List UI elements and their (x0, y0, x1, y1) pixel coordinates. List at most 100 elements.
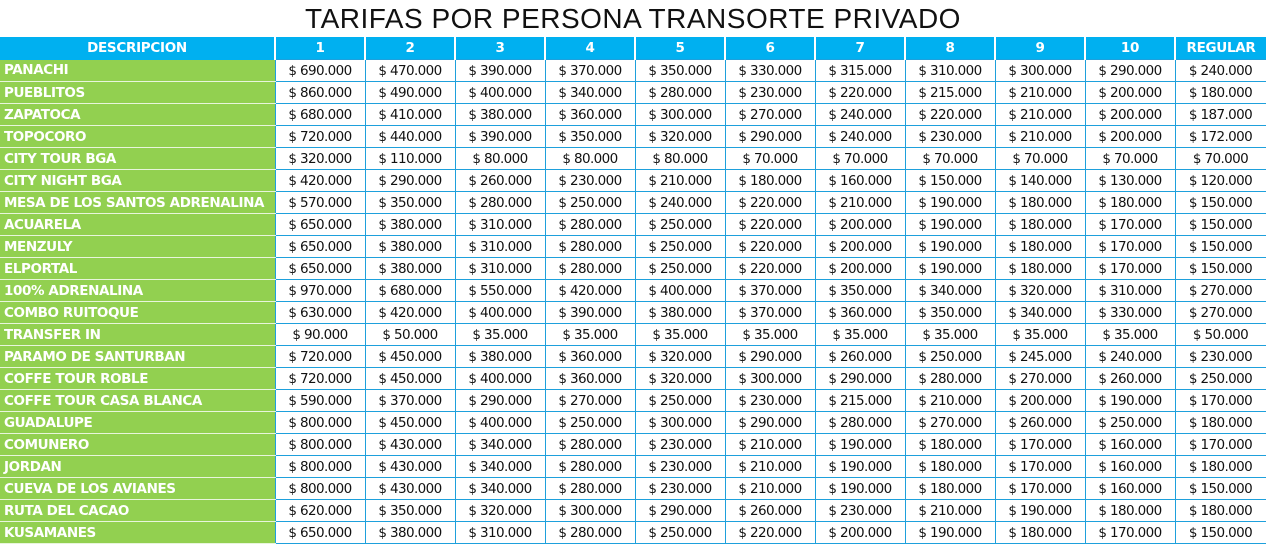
price-cell: $ 400.000 (454, 301, 546, 324)
price-cell: $ 290.000 (454, 389, 546, 412)
tour-name-cell: COMBO RUITOQUE (0, 301, 275, 324)
tour-name-cell: CITY TOUR BGA (0, 147, 275, 170)
price-cell: $ 180.000 (1174, 81, 1266, 104)
price-cell: $ 800.000 (274, 411, 366, 434)
price-cell: $ 340.000 (904, 279, 996, 302)
price-cell: $ 260.000 (454, 169, 546, 192)
price-cell: $ 250.000 (1084, 411, 1176, 434)
price-cell: $ 160.000 (1084, 455, 1176, 478)
price-cell: $ 350.000 (904, 301, 996, 324)
price-cell: $ 680.000 (274, 103, 366, 126)
price-cell: $ 320.000 (634, 367, 726, 390)
price-cell: $ 320.000 (454, 499, 546, 522)
price-cell: $ 35.000 (634, 323, 726, 346)
price-cell: $ 300.000 (724, 367, 816, 390)
price-cell: $ 50.000 (364, 323, 456, 346)
price-cell: $ 270.000 (1174, 279, 1266, 302)
price-cell: $ 210.000 (994, 125, 1086, 148)
price-cell: $ 70.000 (1174, 147, 1266, 170)
price-cell: $ 340.000 (454, 477, 546, 500)
price-cell: $ 590.000 (274, 389, 366, 412)
price-cell: $ 190.000 (994, 499, 1086, 522)
price-cell: $ 360.000 (814, 301, 906, 324)
tour-name-cell: COMUNERO (0, 433, 275, 456)
price-cell: $ 35.000 (454, 323, 546, 346)
price-cell: $ 150.000 (1174, 521, 1266, 544)
tour-name-cell: TOPOCORO (0, 125, 275, 148)
price-cell: $ 250.000 (904, 345, 996, 368)
price-cell: $ 270.000 (1174, 301, 1266, 324)
tour-name-cell: JORDAN (0, 455, 275, 478)
price-cell: $ 245.000 (994, 345, 1086, 368)
price-cell: $ 180.000 (724, 169, 816, 192)
table-row: RUTA DEL CACAO $ 620.000 $ 350.000 $ 320.00… (0, 499, 1266, 522)
price-cell: $ 270.000 (904, 411, 996, 434)
price-cell: $ 800.000 (274, 433, 366, 456)
price-cell: $ 187.000 (1174, 103, 1266, 126)
price-cell: $ 80.000 (634, 147, 726, 170)
price-cell: $ 430.000 (364, 477, 456, 500)
price-cell: $ 250.000 (634, 213, 726, 236)
price-cell: $ 200.000 (814, 521, 906, 544)
header-row: DESCRIPCION 1 2 3 4 5 6 7 8 9 10 REGULAR (0, 37, 1266, 60)
price-cell: $ 180.000 (904, 477, 996, 500)
price-cell: $ 35.000 (814, 323, 906, 346)
column-header-regular: REGULAR (1174, 37, 1266, 60)
price-cell: $ 380.000 (364, 213, 456, 236)
price-cell: $ 120.000 (1174, 169, 1266, 192)
price-cell: $ 150.000 (1174, 257, 1266, 280)
table-row: PANACHI $ 690.000 $ 470.000 $ 390.000 $ 370.… (0, 59, 1266, 82)
price-cell: $ 350.000 (364, 191, 456, 214)
price-cell: $ 280.000 (544, 433, 636, 456)
price-cell: $ 315.000 (814, 59, 906, 82)
price-cell: $ 680.000 (364, 279, 456, 302)
price-cell: $ 340.000 (994, 301, 1086, 324)
column-header-2: 2 (364, 37, 455, 60)
price-cell: $ 250.000 (634, 257, 726, 280)
price-cell: $ 350.000 (814, 279, 906, 302)
price-cell: $ 35.000 (1084, 323, 1176, 346)
price-cell: $ 180.000 (994, 213, 1086, 236)
column-header-7: 7 (814, 37, 905, 60)
price-cell: $ 430.000 (364, 433, 456, 456)
price-cell: $ 400.000 (634, 279, 726, 302)
price-cell: $ 230.000 (634, 433, 726, 456)
price-cell: $ 50.000 (1174, 323, 1266, 346)
price-cell: $ 220.000 (724, 191, 816, 214)
table-row: MESA DE LOS SANTOS ADRENALINA $ 570.000 $ … (0, 191, 1266, 214)
price-cell: $ 200.000 (1084, 125, 1176, 148)
price-cell: $ 230.000 (724, 81, 816, 104)
tour-name-cell: MENZULY (0, 235, 275, 258)
price-cell: $ 310.000 (904, 59, 996, 82)
price-cell: $ 310.000 (454, 257, 546, 280)
price-cell: $ 220.000 (904, 103, 996, 126)
price-cell: $ 150.000 (1174, 191, 1266, 214)
price-cell: $ 160.000 (814, 169, 906, 192)
price-cell: $ 280.000 (634, 81, 726, 104)
price-cell: $ 180.000 (1084, 499, 1176, 522)
price-cell: $ 450.000 (364, 411, 456, 434)
price-cell: $ 300.000 (994, 59, 1086, 82)
tour-name-cell: PANACHI (0, 59, 275, 82)
price-cell: $ 35.000 (994, 323, 1086, 346)
price-cell: $ 320.000 (634, 345, 726, 368)
tour-name-cell: 100% ADRENALINA (0, 279, 275, 302)
price-cell: $ 860.000 (274, 81, 366, 104)
price-cell: $ 280.000 (544, 477, 636, 500)
price-cell: $ 300.000 (544, 499, 636, 522)
price-cell: $ 280.000 (544, 257, 636, 280)
price-cell: $ 180.000 (1174, 411, 1266, 434)
price-cell: $ 290.000 (724, 125, 816, 148)
table-row: MENZULY $ 650.000 $ 380.000 $ 310.000 $ 280.… (0, 235, 1266, 258)
price-cell: $ 170.000 (994, 433, 1086, 456)
price-cell: $ 190.000 (814, 477, 906, 500)
price-cell: $ 250.000 (1174, 367, 1266, 390)
price-cell: $ 800.000 (274, 455, 366, 478)
price-cell: $ 230.000 (634, 455, 726, 478)
price-cell: $ 200.000 (1084, 81, 1176, 104)
table-row: PUEBLITOS $ 860.000 $ 490.000 $ 400.000 $ 34… (0, 81, 1266, 104)
price-cell: $ 170.000 (1174, 433, 1266, 456)
price-cell: $ 370.000 (544, 59, 636, 82)
page-title: TARIFAS POR PERSONA TRANSORTE PRIVADO (305, 3, 961, 34)
price-cell: $ 180.000 (994, 191, 1086, 214)
